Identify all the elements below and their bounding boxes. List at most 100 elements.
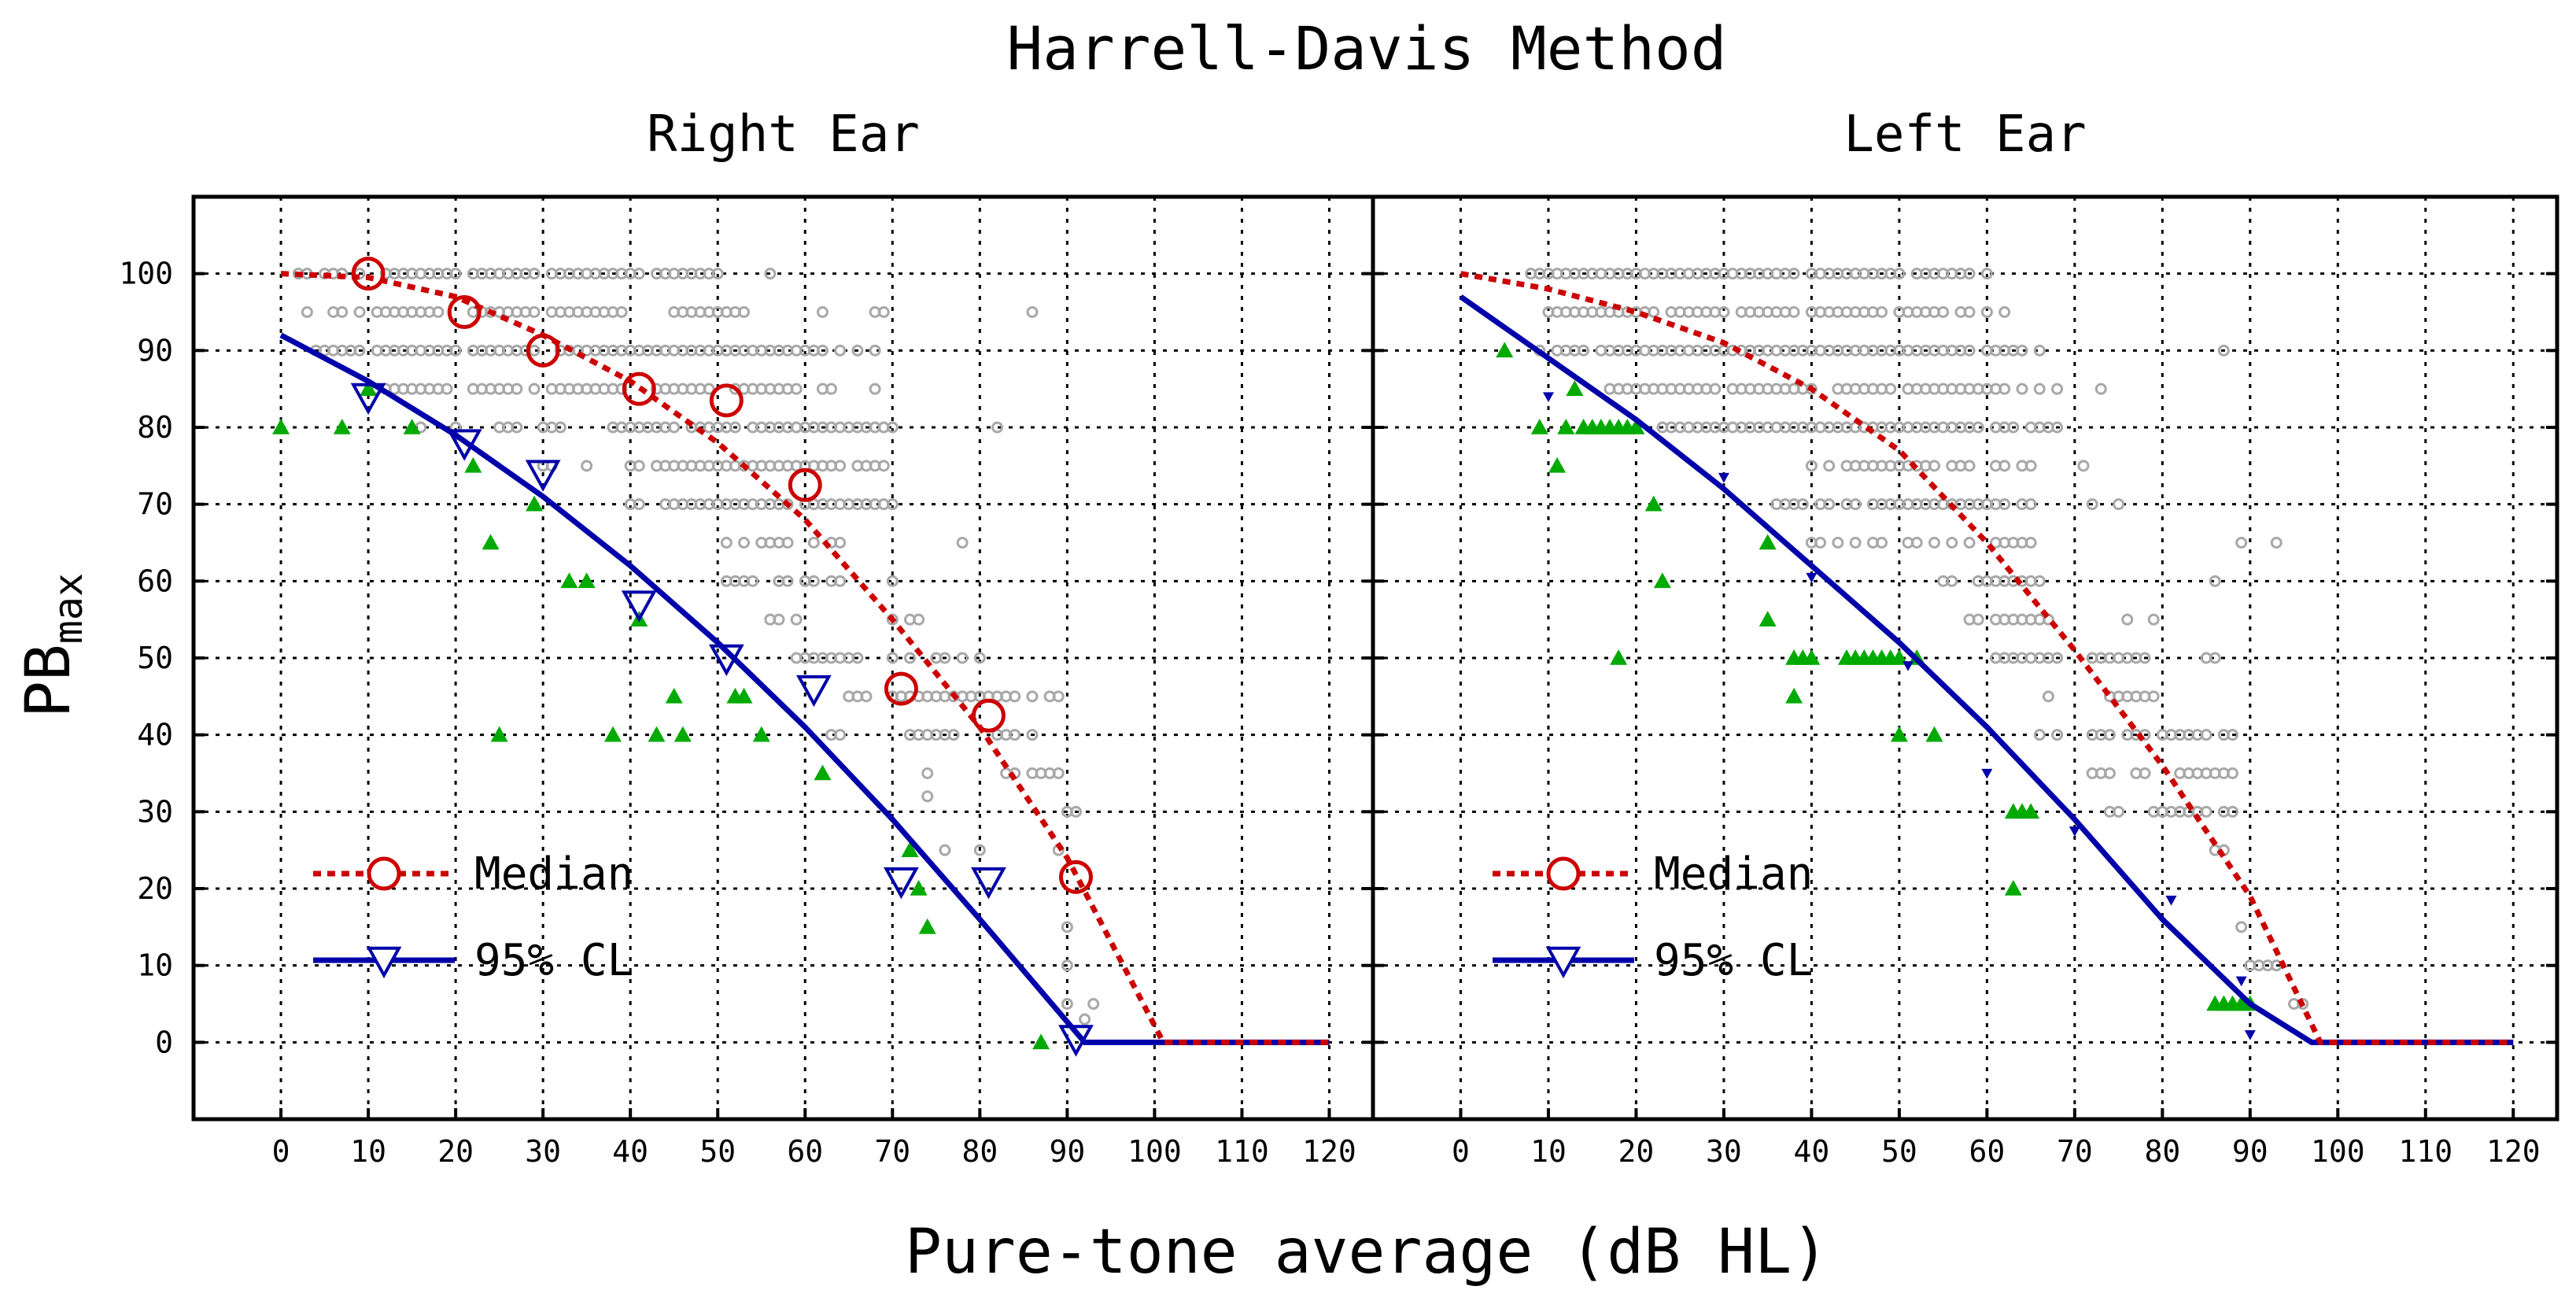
- y-axis-label: PBmax: [13, 573, 91, 718]
- below-ci-point: [1759, 534, 1777, 550]
- scatter-point: [1998, 498, 2011, 511]
- below-ci-points-left: [1496, 342, 2259, 1011]
- below-ci-point: [735, 687, 753, 704]
- x-ticks-left: 0 10 20 30 40 50 60 70 80 90 100 110 120: [1452, 1108, 2541, 1169]
- scatter-point: [904, 652, 917, 664]
- x-tick-label: 70: [874, 1134, 910, 1169]
- y-tick-label: 50: [137, 641, 173, 675]
- y-tick-label: 90: [137, 333, 173, 368]
- scatter-point: [2147, 613, 2160, 626]
- below-ci-point: [526, 495, 544, 512]
- below-ci-point: [674, 726, 692, 742]
- scatter-point: [1849, 498, 1862, 511]
- scatter-point: [1052, 690, 1065, 703]
- scatter-point: [2200, 729, 2212, 741]
- ci-point: [2244, 1029, 2256, 1040]
- below-ci-point: [1566, 380, 1584, 396]
- scatter-point: [1946, 575, 1958, 587]
- scatter-point: [2024, 460, 2037, 472]
- scatter-point: [1893, 268, 1906, 280]
- scatter-point: [939, 652, 951, 664]
- below-ci-point: [1627, 419, 1645, 434]
- x-tick-label: 110: [2398, 1134, 2452, 1169]
- below-ci-point: [752, 726, 770, 742]
- scatter-point: [2227, 729, 2239, 741]
- scatter-point: [860, 690, 873, 703]
- scatter-point: [781, 575, 794, 587]
- below-ci-point: [490, 726, 508, 742]
- scatter-point: [2051, 383, 2064, 395]
- scatter-point: [2235, 537, 2248, 549]
- scatter-point: [441, 383, 453, 395]
- scatter-point: [939, 844, 951, 856]
- grid-right: [194, 197, 1373, 1119]
- scatter-point: [2297, 998, 2309, 1010]
- ci-points-left: [1542, 392, 2256, 1040]
- y-ticks-right: 0 10 20 30 40 50 60 70 80 90 100: [119, 257, 1373, 1059]
- ci-point: [1806, 572, 1818, 583]
- y-axis-title-sub: max: [46, 573, 91, 644]
- x-tick-label: 70: [2057, 1134, 2093, 1169]
- scatter-point: [2227, 767, 2239, 779]
- ci-point: [2069, 826, 2080, 837]
- below-ci-point: [482, 534, 500, 550]
- x-tick-label: 20: [437, 1134, 474, 1169]
- scatter-point: [2033, 729, 2046, 741]
- below-ci-point: [2022, 803, 2040, 819]
- scatter-point: [877, 460, 890, 472]
- scatter-point: [1963, 537, 1976, 549]
- median-point: [709, 383, 744, 418]
- y-tick-label: 100: [119, 257, 173, 291]
- x-axis-label: Pure-tone average (dB HL): [905, 1217, 1829, 1288]
- x-tick-label: 40: [612, 1134, 648, 1169]
- scatter-point: [1963, 344, 1976, 357]
- scatter-point: [764, 268, 777, 280]
- scatter-point: [886, 613, 899, 626]
- y-tick-label: 70: [137, 487, 173, 522]
- scatter-right: [292, 268, 1100, 1026]
- ci-line-right: [279, 332, 1330, 1045]
- legend-ci-marker: [1545, 946, 1581, 979]
- y-tick-label: 20: [137, 871, 173, 906]
- scatter-point: [2016, 344, 2028, 357]
- x-ticks-right: 0 10 20 30 40 50 60 70 80 90 100 110 120: [272, 1108, 1356, 1169]
- scatter-point: [1928, 537, 1940, 549]
- scatter-point: [1998, 306, 2011, 318]
- x-tick-label: 50: [1881, 1134, 1917, 1169]
- below-ci-point: [578, 572, 596, 589]
- scatter-point: [2270, 537, 2283, 549]
- x-tick-label: 100: [1127, 1134, 1182, 1169]
- below-ci-point: [1890, 726, 1908, 742]
- scatter-point: [869, 344, 881, 357]
- scatter-point: [816, 306, 829, 318]
- scatter-point: [834, 575, 847, 587]
- scatter-point: [711, 268, 724, 280]
- scatter-point: [886, 652, 899, 664]
- scatter-point: [1910, 537, 1923, 549]
- y-axis-title-main: PB: [13, 644, 84, 718]
- scatter-point: [1796, 498, 1809, 511]
- scatter-point: [1823, 460, 1836, 472]
- scatter-point: [1578, 344, 1590, 357]
- panel-right: Right Ear 0 10 20 30 40 50 60 70 80 90 100 110 120 0 10…: [119, 105, 1375, 1169]
- scatter-point: [528, 383, 541, 395]
- legend-ci-marker: [366, 946, 402, 979]
- scatter-point: [528, 306, 541, 318]
- ci-point: [971, 867, 1006, 900]
- below-ci-point: [1496, 342, 1514, 358]
- x-tick-label: 120: [2486, 1134, 2541, 1169]
- y-ticks-left: [1373, 272, 2557, 1044]
- ci-point: [2165, 896, 2177, 906]
- scatter-point: [668, 421, 681, 434]
- scatter-point: [1788, 268, 1800, 280]
- scatter-point: [2024, 498, 2037, 511]
- x-tick-label: 100: [2311, 1134, 2365, 1169]
- scatter-point: [2147, 690, 2160, 703]
- scatter-point: [2077, 460, 2090, 472]
- scatter-point: [2235, 921, 2248, 933]
- scatter-point: [1937, 306, 1950, 318]
- median-points-right: [351, 257, 1093, 894]
- scatter-point: [336, 306, 349, 318]
- scatter-point: [1998, 460, 2011, 472]
